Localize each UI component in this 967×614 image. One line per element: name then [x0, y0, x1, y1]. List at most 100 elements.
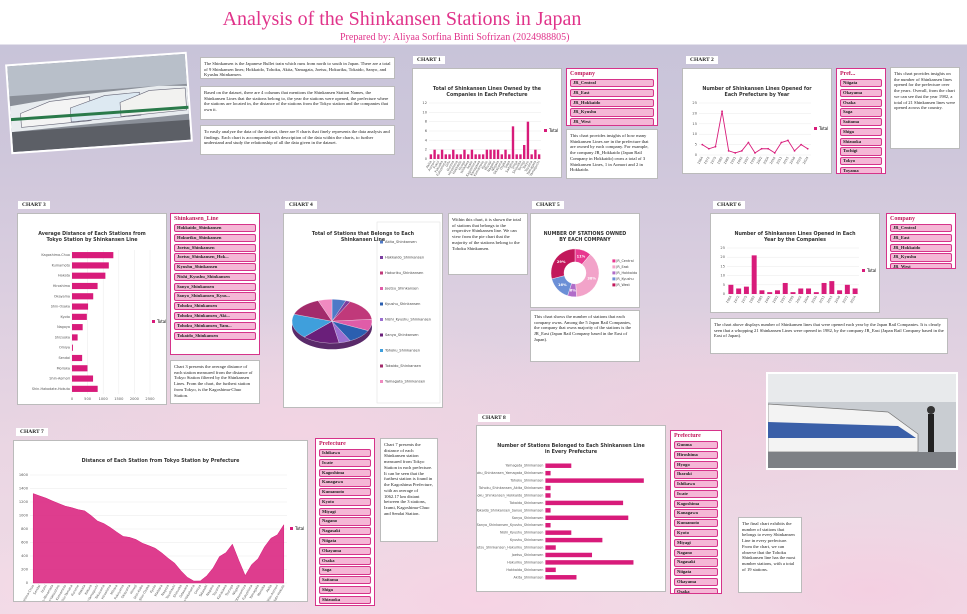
chart-description: Chart 7 presents the distance of each Sh… [380, 438, 438, 542]
slicer-item[interactable]: Osaka [840, 98, 882, 107]
slicer-item[interactable]: Kagoshima [319, 468, 371, 477]
slicer-item[interactable]: JR_Hokkaido [890, 243, 952, 252]
slicer-item[interactable]: Saga [840, 108, 882, 117]
slicer-item[interactable]: Tokaido_Shinkansen [174, 331, 256, 340]
slicer-item[interactable]: JR_Hokkaido [570, 98, 654, 107]
slicer-item[interactable]: Nagasaki [674, 558, 718, 567]
slicer-item[interactable]: Kyoto [319, 497, 371, 507]
x-tick-label: 500 [84, 397, 92, 401]
slicer-item[interactable]: Kanagawa [674, 509, 718, 518]
slicer-item[interactable]: Okayama [674, 577, 718, 587]
slicer-item[interactable]: Sanyo_Shinkansen_Kyus... [174, 292, 256, 301]
legend-label: Kyushu_Shinkansen [385, 302, 420, 306]
slicer-item[interactable]: Okayama [319, 546, 371, 555]
slicer-item[interactable]: Okayama [840, 88, 882, 97]
slicer-item[interactable]: Kyoto [674, 529, 718, 538]
slicer-item[interactable]: Kumamoto [674, 519, 718, 528]
x-tick-label: Niigata [231, 584, 240, 596]
slicer-item[interactable]: Shizuoka [319, 595, 371, 604]
legend-label: Nishi_Kyushu_Shinkansen [385, 318, 431, 322]
legend-label: Tokaido_Shinkansen [384, 364, 421, 368]
x-tick-label: 1972 [733, 295, 741, 304]
slicer-item[interactable]: Saitama [840, 118, 882, 127]
slicer-item[interactable]: Saitama [319, 576, 371, 585]
chart-title: Total of Stations that Belongs to Each S… [311, 232, 415, 243]
bar [767, 292, 773, 294]
slicer-item[interactable]: Miyagi [319, 507, 371, 516]
slicer-item[interactable]: Iwate [674, 489, 718, 499]
slicer-item[interactable]: Nagano [319, 517, 371, 526]
x-tick-label: Gunma [446, 160, 455, 172]
slicer-item[interactable]: JR_Kyushu [890, 253, 952, 262]
slicer-item[interactable]: Shizuoka [840, 137, 882, 146]
slicer-item[interactable]: Tokyo [840, 157, 882, 166]
bar [463, 149, 466, 159]
slicer-item[interactable]: JR_East [570, 88, 654, 97]
x-tick-label: Omiya [193, 584, 202, 595]
slicer-item[interactable]: Nagasaki [319, 527, 371, 536]
slicer-item[interactable]: Niigata [674, 568, 718, 577]
slicer-item[interactable]: Shiga [319, 585, 371, 595]
slicer-item[interactable]: Joetsu_Shinkansen_Hok... [174, 253, 256, 262]
slicer-item[interactable]: Tohoku_Shinkansen [174, 302, 256, 311]
bar [72, 303, 89, 310]
slicer-item[interactable]: Nagano [674, 548, 718, 557]
slicer-item[interactable]: Tochigi [840, 147, 882, 156]
slicer-item[interactable]: Tochigi [319, 606, 371, 607]
slicer-item[interactable]: Joetsu_Shinkansen [174, 243, 256, 252]
chart-description: This chart provides insights of how many… [566, 129, 658, 179]
slicer-item[interactable]: Ishikawa [319, 449, 371, 458]
slicer-item[interactable]: Ishikawa [674, 480, 718, 489]
x-tick-label: Saitama [505, 160, 515, 173]
y-tick-label: Kyushu_Shinkansen [510, 538, 543, 542]
slicer-item[interactable]: Kumamoto [319, 488, 371, 497]
slicer-item[interactable]: Osaka [319, 556, 371, 565]
slicer-item[interactable]: Tohoku_Shinkansen_Yam... [174, 321, 256, 330]
y-tick-label: 5 [723, 283, 725, 287]
slicer-item[interactable]: JR_East [890, 233, 952, 242]
bar [545, 530, 572, 535]
slicer-item[interactable]: Niigata [840, 79, 882, 88]
slicer-item[interactable]: Hokuriku_Shinkansen [174, 233, 256, 242]
slicer-item[interactable]: Sanyo_Shinkansen [174, 282, 256, 291]
slicer-item[interactable]: Hyogo [674, 460, 718, 469]
slicer-item[interactable]: Nishi_Kyushu_Shinkansen [174, 272, 256, 282]
legend-swatch [380, 364, 383, 368]
slicer-item[interactable]: Shiga [840, 127, 882, 137]
x-tick-label: Akita [425, 160, 433, 169]
x-tick-label: Kyoto [149, 584, 157, 594]
slicer-item[interactable]: Kagoshima [674, 499, 718, 508]
slicer-item[interactable]: JR_Kyushu [570, 108, 654, 117]
slicer-item[interactable]: Gunma [674, 441, 718, 450]
slicer-item[interactable]: Ibaraki [674, 470, 718, 479]
legend-label: Tohoku_Shinkansen [384, 349, 420, 353]
y-tick-label: 200 [21, 568, 29, 572]
slicer-item[interactable]: Toyama [840, 167, 882, 173]
slicer-item[interactable]: Saga [319, 566, 371, 575]
slicer-item[interactable]: JR_Central [890, 224, 952, 233]
y-tick-label: 0 [723, 292, 726, 296]
slicer-item[interactable]: JR_West [890, 263, 952, 268]
slicer-item[interactable]: Miyagi [674, 538, 718, 547]
slicer-item[interactable]: Tohoku_Shinkansen_Aki... [174, 312, 256, 321]
bar [774, 290, 780, 294]
bar [481, 154, 485, 159]
slicer-item[interactable]: Iwate [319, 458, 371, 467]
bar [515, 154, 518, 159]
slicer-item[interactable]: JR_West [570, 118, 654, 125]
slicer-item[interactable]: Kanagawa [319, 478, 371, 487]
slicer-item[interactable]: Kyushu_Shinkansen [174, 263, 256, 272]
legend-swatch [612, 265, 616, 269]
legend-swatch [380, 256, 383, 259]
slicer-item[interactable]: JR_Central [570, 79, 654, 88]
slicer-item[interactable]: Osaka [674, 587, 718, 593]
slicer-item[interactable]: Niigata [319, 537, 371, 546]
train-photo [766, 372, 958, 470]
bar [534, 149, 537, 159]
y-tick-label: Sanyo_Shinkansen [512, 516, 544, 520]
slicer-item[interactable]: Hokkaido_Shinkansen [174, 224, 256, 233]
y-tick-label: 10 [422, 110, 427, 114]
bar [545, 552, 593, 558]
slicer-item[interactable]: Hiroshima [674, 450, 718, 459]
